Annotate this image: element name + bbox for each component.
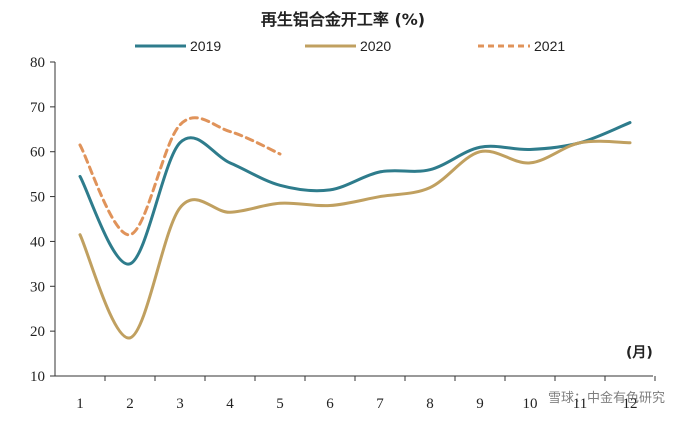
series-lines [78, 116, 632, 340]
x-tick-label: 2 [126, 396, 134, 412]
legend-item-2021: 2021 [478, 38, 565, 54]
x-tick-label: 6 [326, 396, 334, 412]
legend: 2019 2020 2021 [135, 38, 565, 54]
x-tick-label: 10 [523, 396, 538, 412]
x-tick-label: 7 [376, 396, 384, 412]
y-ticks: 10 20 30 40 50 60 70 80 [30, 55, 55, 385]
y-tick-label: 10 [30, 369, 45, 385]
legend-item-2020: 2020 [305, 38, 391, 54]
watermark: 雪球：中金有色研究 [548, 390, 665, 406]
series-line-2020 [78, 139, 632, 340]
x-tick-label: 4 [226, 396, 234, 412]
x-tick-label: 3 [176, 396, 184, 412]
y-tick-label: 70 [30, 100, 45, 116]
x-tick-label: 9 [476, 396, 484, 412]
x-axis-unit-label: (月) [626, 345, 653, 361]
series-line-2019 [78, 121, 632, 266]
y-tick-label: 50 [30, 190, 45, 206]
x-tick-label: 5 [276, 396, 284, 412]
y-tick-label: 60 [30, 145, 45, 161]
y-tick-label: 20 [30, 324, 45, 340]
chart-title: 再生铝合金开工率 (%) [261, 10, 425, 29]
series-line-2021 [78, 116, 282, 237]
y-tick-label: 80 [30, 55, 45, 71]
x-tick-label: 12 [623, 396, 638, 412]
x-ticks: 1 2 3 4 5 6 7 8 9 10 11 12 [76, 376, 656, 412]
legend-item-2019: 2019 [135, 38, 221, 54]
legend-label-2019: 2019 [190, 38, 221, 54]
x-tick-label: 8 [426, 396, 434, 412]
legend-label-2021: 2021 [534, 38, 565, 54]
y-tick-label: 30 [30, 279, 45, 295]
y-tick-label: 40 [30, 234, 45, 250]
legend-label-2020: 2020 [360, 38, 391, 54]
x-tick-label: 11 [573, 396, 587, 412]
x-tick-label: 1 [76, 396, 84, 412]
